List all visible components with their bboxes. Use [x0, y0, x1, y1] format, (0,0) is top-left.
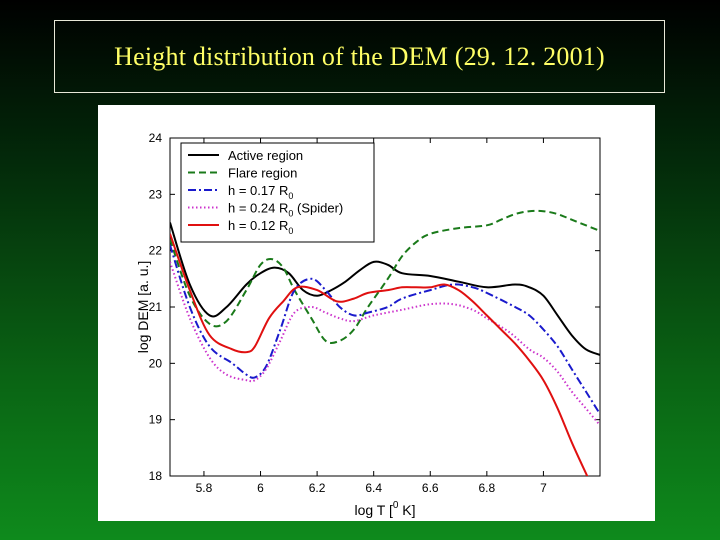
- legend-label: Active region: [228, 148, 303, 163]
- legend-label: h = 0.24 R0 (Spider): [228, 201, 343, 219]
- y-tick-label: 20: [149, 356, 163, 370]
- x-tick-label: 5.8: [196, 481, 213, 495]
- x-tick-label: 6.4: [365, 481, 382, 495]
- y-tick-label: 21: [149, 300, 163, 314]
- x-axis-ticks: 5.8 6 6.2 6.4 6.6 6.8 7: [196, 138, 547, 495]
- slide-title: Height distribution of the DEM (29. 12. …: [114, 41, 605, 71]
- x-axis-label-main: log T [: [354, 502, 393, 518]
- series-lines: [170, 209, 600, 476]
- x-tick-label: 6.8: [478, 481, 495, 495]
- legend-label: h = 0.17 R0: [228, 183, 293, 201]
- x-axis-label: log T [0 K]: [354, 500, 415, 518]
- x-axis-label-end: K]: [398, 502, 415, 518]
- legend-label: Flare region: [228, 166, 297, 181]
- y-tick-label: 22: [149, 244, 163, 258]
- dem-line-chart: 18 19 20 21 22 23 24 5.8 6 6.2 6.4 6.6 6.8 7 Active …: [135, 131, 601, 518]
- legend-label: h = 0.12 R0: [228, 218, 293, 236]
- x-tick-label: 6.2: [309, 481, 326, 495]
- x-tick-label: 7: [540, 481, 547, 495]
- series-line-2: [170, 244, 600, 415]
- series-line-4: [170, 233, 589, 476]
- chart-panel: 18 19 20 21 22 23 24 5.8 6 6.2 6.4 6.6 6.8 7 Active …: [98, 105, 655, 521]
- x-tick-label: 6.6: [422, 481, 439, 495]
- y-axis-ticks: 18 19 20 21 22 23 24: [149, 131, 600, 483]
- y-tick-label: 24: [149, 131, 163, 145]
- y-tick-label: 19: [149, 413, 163, 427]
- x-axis-label-sup: 0: [393, 500, 399, 511]
- series-line-0: [170, 222, 600, 356]
- y-tick-label: 18: [149, 469, 163, 483]
- slide-title-box: Height distribution of the DEM (29. 12. …: [54, 20, 665, 93]
- x-tick-label: 6: [257, 481, 264, 495]
- y-tick-label: 23: [149, 187, 163, 201]
- y-axis-label: log DEM [a. u.]: [135, 261, 151, 354]
- series-line-1: [170, 209, 600, 344]
